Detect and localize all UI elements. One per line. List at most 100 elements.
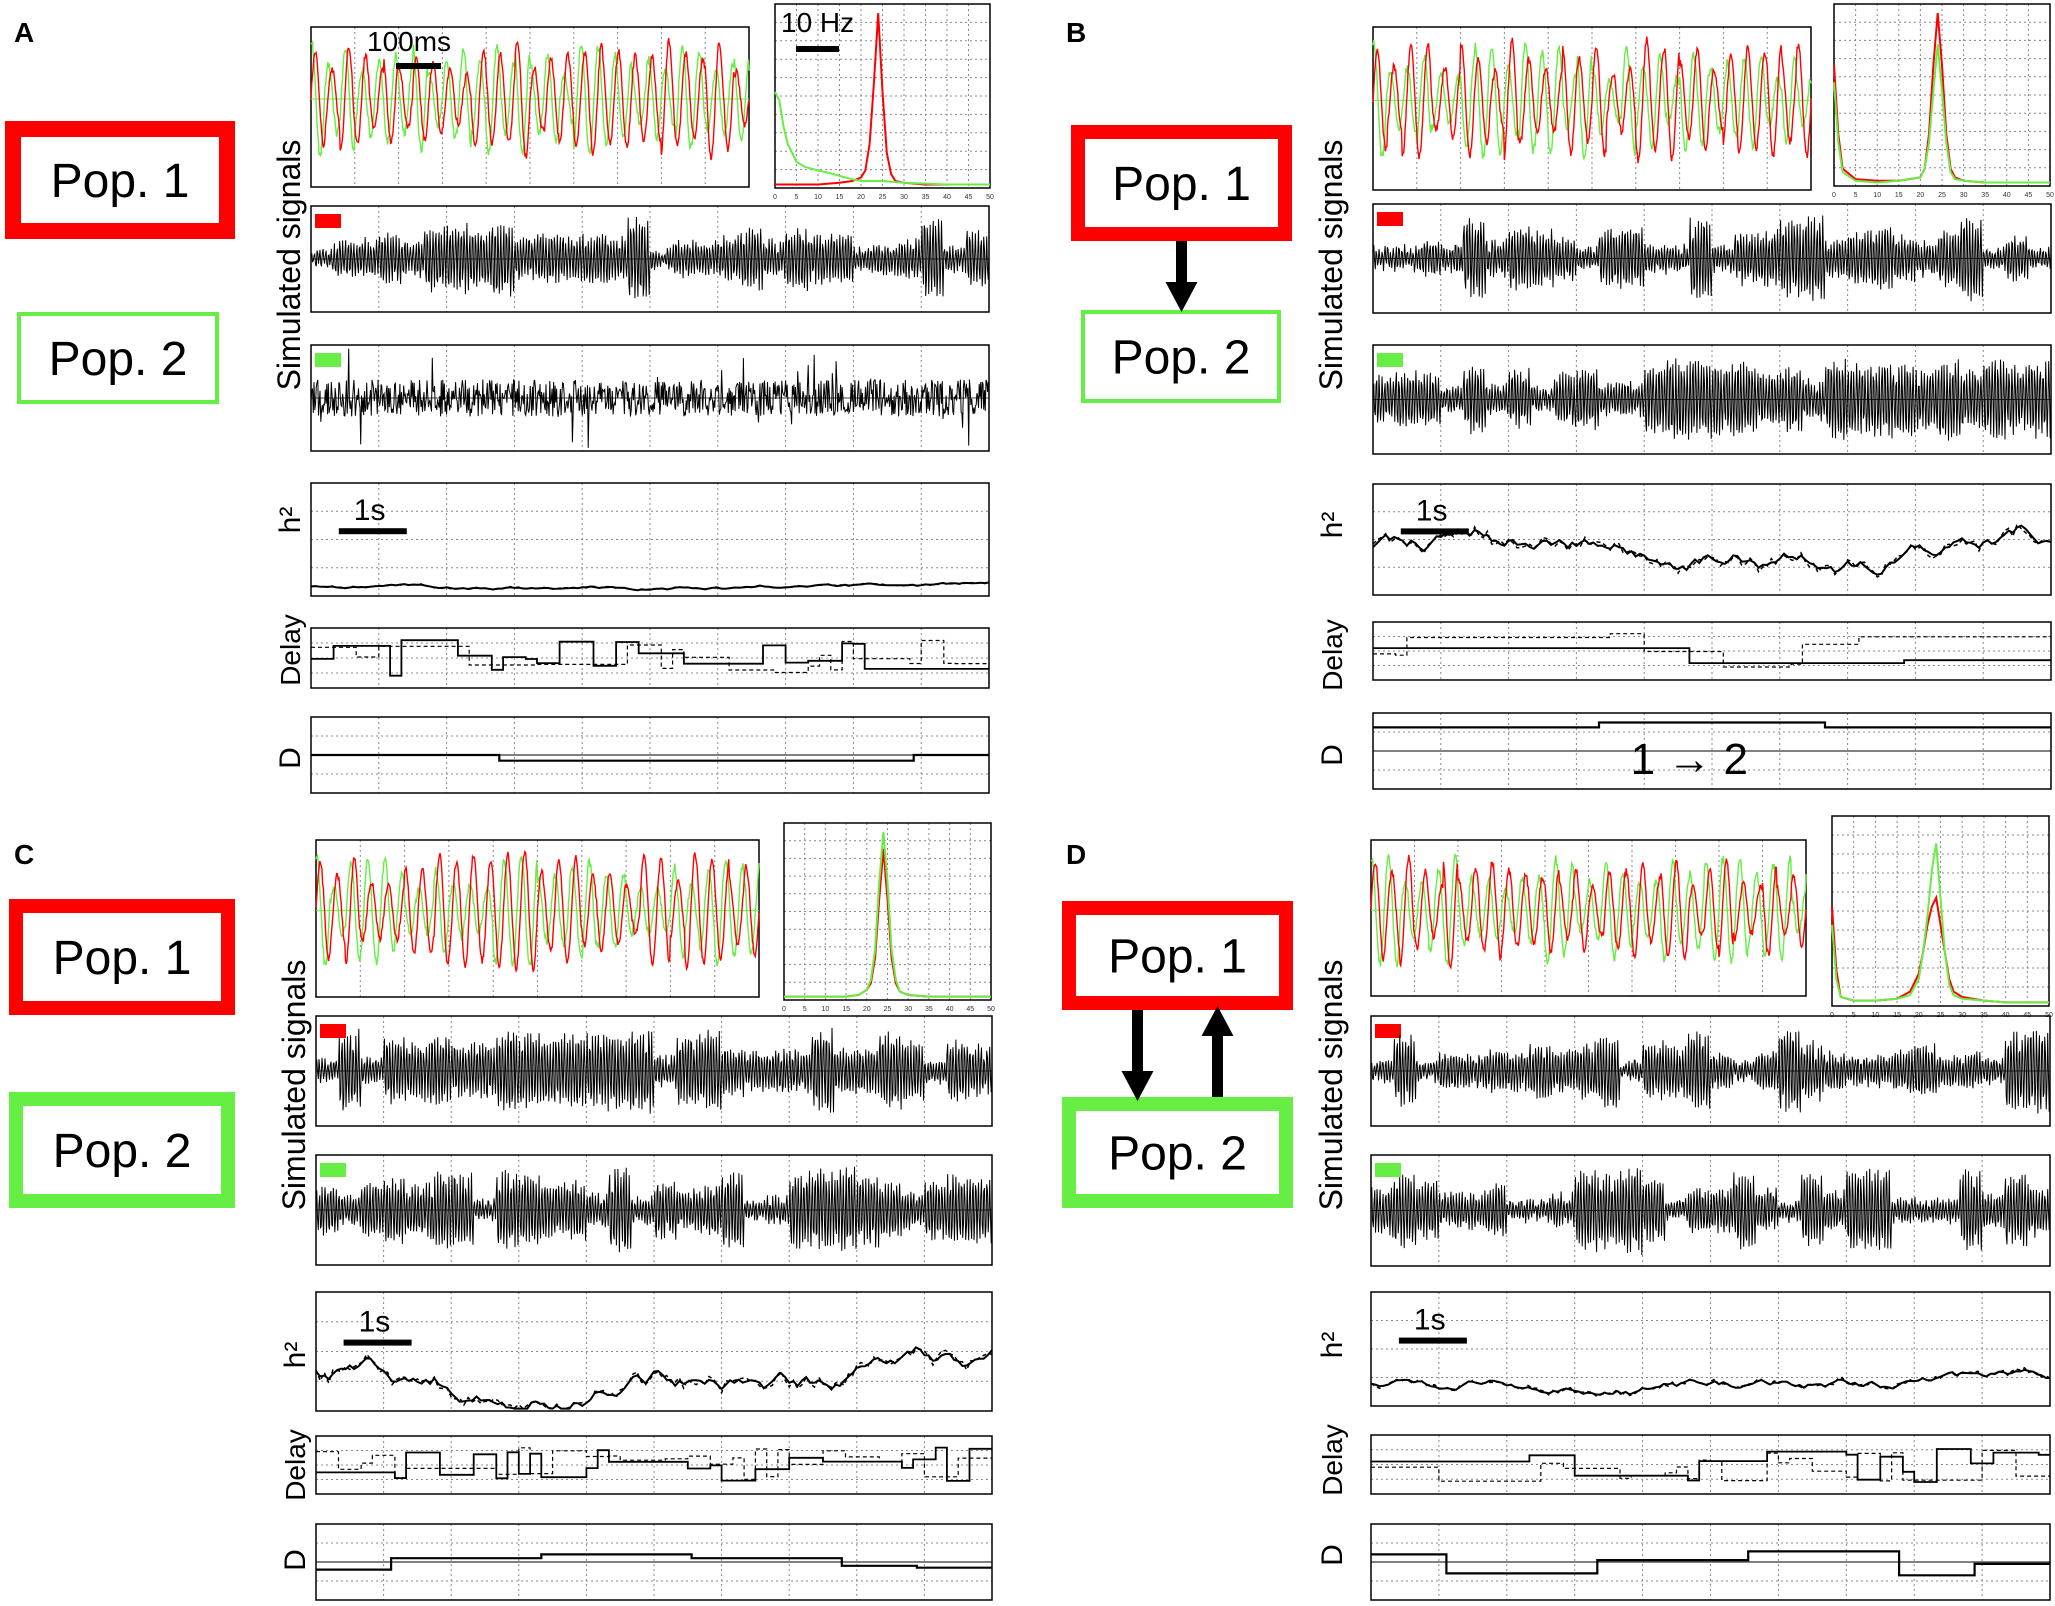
h2-plot-frame <box>1370 1291 2051 1407</box>
seconds-scale-bar <box>338 528 407 535</box>
pop1-trace <box>315 850 760 974</box>
pop1-label: Pop. 1 <box>53 932 192 985</box>
d-axis-label: D <box>1316 744 1349 766</box>
spectrum-tick-label: 35 <box>922 194 930 201</box>
spectrum-tick-label: 30 <box>1960 192 1968 199</box>
pop1-channel-swatch <box>315 214 341 228</box>
pop2-trace <box>315 853 760 967</box>
panel-letter: C <box>14 839 34 870</box>
delay-solid-line <box>1371 1448 2050 1483</box>
delay-axis-label: Delay <box>1317 619 1348 691</box>
spectrum-tick-label: 25 <box>879 194 887 201</box>
pop2-box <box>17 312 219 404</box>
arrow-pop1-to-pop2-head <box>1121 1071 1154 1101</box>
spectrum-tick-label: 30 <box>904 1006 912 1013</box>
signals-axis-label: Simulated signals <box>276 960 312 1211</box>
pop2-channel-swatch <box>1375 1163 1401 1177</box>
seconds-scale-label: 1s <box>1416 494 1448 527</box>
panel-letter: A <box>14 17 34 48</box>
pop2-box <box>1062 1097 1293 1208</box>
h2-solid-line <box>1370 1368 2051 1396</box>
seconds-scale-bar <box>343 1339 412 1346</box>
spectrum-tick-label: 5 <box>803 1006 807 1013</box>
channel-trace <box>1370 1168 2051 1256</box>
d-axis-label: D <box>279 1549 312 1571</box>
pop2-spectrum-line <box>1831 843 2049 1004</box>
spectrum-tick-label: 15 <box>842 1006 850 1013</box>
pop1-trace <box>1372 36 1812 164</box>
seconds-scale-bar <box>1398 1337 1467 1344</box>
spectrum-tick-label: 15 <box>1895 192 1903 199</box>
spectrum-tick-label: 0 <box>1832 192 1836 199</box>
seconds-scale-label: 1s <box>359 1306 391 1339</box>
h2-plot-frame <box>310 482 990 597</box>
oscillation-plot-frame <box>310 26 750 188</box>
pop1-channel-swatch <box>1375 1024 1401 1038</box>
delay-dashed-line <box>311 639 989 674</box>
pop2-channel-swatch <box>315 353 341 367</box>
d-step-line <box>311 753 989 762</box>
arrow-pop1-to-pop2-head <box>1165 282 1198 312</box>
pop2-box <box>9 1092 235 1208</box>
pop1-box <box>1071 125 1292 241</box>
d-axis-label: D <box>1316 1544 1349 1566</box>
spectrum-tick-label: 45 <box>965 194 973 201</box>
spectrum-tick-label: 15 <box>836 194 844 201</box>
pop1-label: Pop. 1 <box>1108 931 1247 984</box>
time-scale-bar <box>396 63 441 69</box>
spectrum-tick-label: 10 <box>1873 192 1881 199</box>
seconds-scale-label: 1s <box>1414 1304 1446 1337</box>
delay-solid-line <box>1373 647 2051 664</box>
spectrum-tick-label: 35 <box>1981 192 1989 199</box>
h2-axis-label: h² <box>279 1342 312 1369</box>
pop2-label: Pop. 2 <box>1108 1128 1247 1181</box>
h2-plot-frame <box>1372 483 2052 596</box>
pop1-spectrum-line <box>775 13 990 186</box>
seconds-scale-label: 1s <box>354 494 386 527</box>
spectrum-plot-frame <box>774 3 991 189</box>
delay-plot-frame <box>1370 1434 2051 1495</box>
signals-axis-label: Simulated signals <box>271 140 307 391</box>
channel-trace <box>1370 1030 2051 1114</box>
spectrum-tick-label: 40 <box>2003 192 2011 199</box>
arrow-pop2-to-pop1-head <box>1201 1006 1234 1036</box>
pop1-box <box>5 121 235 239</box>
delay-axis-label: Delay <box>1317 1424 1348 1496</box>
h2-solid-line <box>315 1346 993 1410</box>
pop2-channel-swatch <box>320 1163 346 1177</box>
spectrum-tick-label: 40 <box>943 194 951 201</box>
d-step-line <box>1373 721 2051 729</box>
h2-solid-line <box>310 581 990 592</box>
pop2-spectrum-line <box>784 831 991 998</box>
pop1-channel-swatch <box>1377 212 1403 226</box>
d-step-line <box>316 1553 992 1571</box>
pop2-channel-swatch <box>1377 353 1403 367</box>
delay-solid-line <box>316 1446 992 1482</box>
pop1-box <box>1062 901 1293 1010</box>
delay-dashed-line <box>1373 633 2051 668</box>
spectrum-tick-label: 50 <box>986 194 994 201</box>
panel-letter: D <box>1066 839 1086 870</box>
panel-a: A Pop. 1 Pop. 2 Simulated signals h² Delay D 0 5… <box>5 3 994 794</box>
spectrum-tick-label: 20 <box>863 1006 871 1013</box>
spectrum-tick-label: 30 <box>900 194 908 201</box>
spectrum-tick-label: 0 <box>782 1006 786 1013</box>
panel-b: B Pop. 1 Pop. 2 Simulated signals h² Delay D 0 5… <box>1066 3 2054 790</box>
channel-trace <box>315 1166 993 1253</box>
pop2-label: Pop. 2 <box>1112 332 1251 385</box>
spectrum-tick-label: 50 <box>987 1006 995 1013</box>
h2-solid-line <box>1372 524 2052 576</box>
channel-trace <box>1372 358 2052 441</box>
pop1-channel-swatch <box>320 1024 346 1038</box>
d-step-line <box>1371 1550 2050 1577</box>
h2-axis-label: h² <box>1316 512 1349 539</box>
h2-axis-label: h² <box>1316 1332 1349 1359</box>
delay-axis-label: Delay <box>280 1429 311 1501</box>
spectrum-tick-label: 35 <box>925 1006 933 1013</box>
spectrum-tick-label: 10 <box>822 1006 830 1013</box>
spectrum-tick-label: 25 <box>884 1006 892 1013</box>
delay-dashed-line <box>316 1447 992 1480</box>
direction-label: 1 → 2 <box>1631 735 1748 784</box>
pop1-trace <box>1370 854 1807 970</box>
